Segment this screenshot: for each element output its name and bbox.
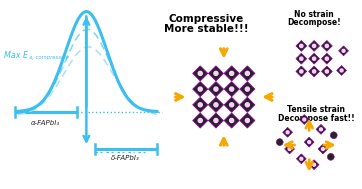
- Circle shape: [230, 71, 234, 75]
- Circle shape: [321, 147, 324, 150]
- Polygon shape: [337, 66, 346, 75]
- Text: More stable!!!: More stable!!!: [164, 24, 248, 34]
- Polygon shape: [309, 53, 320, 64]
- Polygon shape: [309, 40, 320, 51]
- Polygon shape: [224, 82, 239, 97]
- Circle shape: [325, 57, 328, 60]
- Circle shape: [288, 147, 291, 150]
- Circle shape: [198, 87, 202, 91]
- Circle shape: [300, 157, 303, 160]
- Polygon shape: [318, 144, 328, 154]
- Circle shape: [198, 71, 202, 75]
- Polygon shape: [193, 113, 208, 128]
- Text: No strain: No strain: [294, 10, 334, 19]
- Polygon shape: [209, 82, 223, 97]
- Polygon shape: [296, 53, 307, 64]
- Circle shape: [320, 128, 323, 131]
- Circle shape: [303, 118, 306, 121]
- Polygon shape: [209, 97, 223, 112]
- Polygon shape: [240, 113, 255, 128]
- Polygon shape: [285, 144, 294, 154]
- Circle shape: [245, 87, 249, 91]
- Polygon shape: [224, 97, 239, 112]
- Circle shape: [230, 87, 234, 91]
- Circle shape: [327, 153, 334, 160]
- Circle shape: [330, 132, 337, 139]
- Polygon shape: [321, 53, 332, 64]
- Circle shape: [245, 71, 249, 75]
- Circle shape: [342, 49, 345, 52]
- Circle shape: [308, 141, 311, 144]
- Polygon shape: [193, 82, 208, 97]
- Polygon shape: [296, 40, 307, 51]
- Text: α-FAPbI₃: α-FAPbI₃: [31, 119, 60, 125]
- Polygon shape: [209, 66, 223, 81]
- Polygon shape: [299, 115, 309, 124]
- Text: a, compressive: a, compressive: [29, 55, 69, 60]
- Polygon shape: [296, 154, 306, 164]
- Polygon shape: [321, 66, 332, 77]
- Polygon shape: [321, 40, 332, 51]
- Text: δ-FAPbI₃: δ-FAPbI₃: [111, 155, 140, 161]
- Circle shape: [214, 71, 218, 75]
- Circle shape: [312, 44, 316, 48]
- Polygon shape: [240, 66, 255, 81]
- Circle shape: [245, 103, 249, 107]
- Text: Decompose fast!!: Decompose fast!!: [278, 114, 354, 123]
- Polygon shape: [316, 124, 326, 134]
- Circle shape: [312, 70, 316, 73]
- Circle shape: [198, 119, 202, 122]
- Text: Decompose!: Decompose!: [287, 19, 341, 27]
- Polygon shape: [296, 66, 307, 77]
- Polygon shape: [240, 97, 255, 112]
- Circle shape: [300, 44, 303, 48]
- Circle shape: [230, 103, 234, 107]
- Polygon shape: [309, 160, 319, 170]
- Circle shape: [276, 139, 283, 146]
- Polygon shape: [304, 137, 314, 147]
- Circle shape: [325, 70, 328, 73]
- Circle shape: [312, 57, 316, 60]
- Circle shape: [214, 103, 218, 107]
- Circle shape: [214, 119, 218, 122]
- Text: Tensile strain: Tensile strain: [287, 105, 345, 114]
- Polygon shape: [309, 66, 320, 77]
- Polygon shape: [338, 46, 349, 56]
- Text: Compressive: Compressive: [168, 14, 244, 23]
- Polygon shape: [224, 113, 239, 128]
- Circle shape: [245, 119, 249, 122]
- Circle shape: [214, 87, 218, 91]
- Circle shape: [300, 70, 303, 73]
- Circle shape: [313, 163, 316, 166]
- Circle shape: [286, 131, 289, 134]
- Polygon shape: [193, 97, 208, 112]
- Circle shape: [198, 103, 202, 107]
- Polygon shape: [193, 66, 208, 81]
- Circle shape: [325, 44, 328, 48]
- Circle shape: [340, 69, 343, 72]
- Polygon shape: [224, 66, 239, 81]
- Polygon shape: [209, 113, 223, 128]
- Circle shape: [230, 119, 234, 122]
- Polygon shape: [240, 82, 255, 97]
- Text: Max E: Max E: [4, 51, 28, 60]
- Circle shape: [300, 57, 303, 60]
- Polygon shape: [283, 127, 292, 137]
